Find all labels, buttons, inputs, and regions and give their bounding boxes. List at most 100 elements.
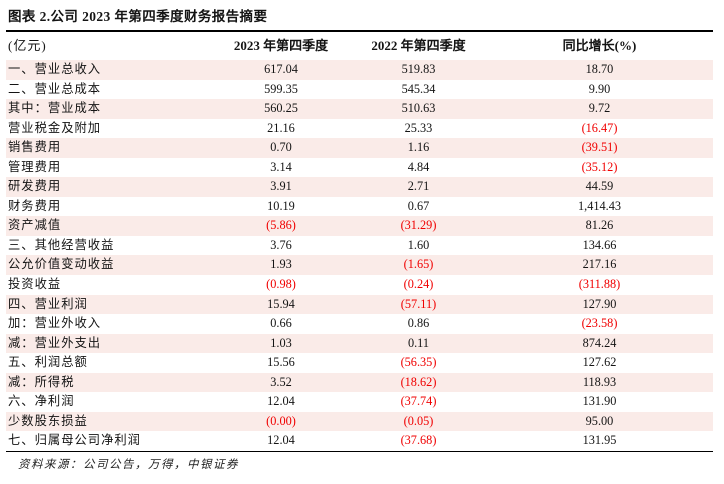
cell-value: 131.95 [582, 433, 617, 448]
row-label: 研发费用 [8, 179, 62, 194]
cell-value: 1.16 [407, 140, 430, 155]
row-label: 三、其他经营收益 [8, 237, 115, 252]
cell-value: 1.03 [270, 335, 292, 350]
cell-value: (39.51) [581, 140, 618, 155]
table-header-row: (亿元) 2023 年第四季度 2022 年第四季度 同比增长(%) [6, 32, 713, 60]
table-row: 其中：营业成本 560.25 510.63 9.72 [6, 99, 713, 119]
cell-value: 599.35 [264, 81, 298, 96]
table-row: 营业税金及附加 21.16 25.33 (16.47) [6, 119, 713, 139]
table-row: 资产减值 (5.86) (31.29) 81.26 [6, 216, 713, 236]
table-row: 公允价值变动收益 1.93 (1.65) 217.16 [6, 255, 713, 276]
cell-value: 510.63 [401, 101, 436, 116]
table-row: 一、营业总收入 617.04 519.83 18.70 [6, 60, 713, 80]
cell-value: (16.47) [581, 120, 618, 135]
row-label: 公允价值变动收益 [8, 257, 115, 272]
table-row: 财务费用 10.19 0.67 1,414.43 [6, 197, 713, 217]
cell-value: 15.94 [267, 296, 295, 311]
cell-value: 1.93 [270, 257, 292, 272]
row-label: 销售费用 [8, 140, 62, 155]
cell-value: (0.00) [266, 413, 296, 428]
cell-value: 0.86 [407, 316, 430, 331]
cell-value: (5.86) [266, 218, 296, 233]
table-row: 加：营业外收入 0.66 0.86 (23.58) [6, 314, 713, 334]
row-label: 五、利润总额 [8, 355, 88, 370]
table-row: 投资收益 (0.98) (0.24) (311.88) [6, 275, 713, 295]
cell-value: 25.33 [404, 120, 433, 135]
cell-value: 95.00 [585, 413, 614, 428]
row-label: 加：营业外收入 [8, 316, 102, 331]
table-row: 少数股东损益 (0.00) (0.05) 95.00 [6, 411, 713, 432]
cell-value: (37.68) [400, 433, 437, 448]
cell-value: 118.93 [582, 374, 617, 389]
cell-value: 127.62 [582, 355, 617, 370]
table-row: 四、营业利润 15.94 (57.11) 127.90 [6, 294, 713, 315]
cell-value: 3.91 [270, 179, 292, 194]
table-row: 管理费用 3.14 4.84 (35.12) [6, 158, 713, 178]
cell-value: 3.14 [270, 159, 292, 174]
cell-value: 15.56 [267, 355, 295, 370]
cell-value: 131.90 [582, 394, 617, 409]
header-2022-q4: 2022 年第四季度 [371, 38, 466, 53]
table-row: 研发费用 3.91 2.71 44.59 [6, 177, 713, 197]
cell-value: 3.76 [270, 237, 292, 252]
cell-value: 44.59 [585, 179, 614, 194]
table-row: 六、净利润 12.04 (37.74) 131.90 [6, 392, 713, 412]
financial-summary-table: (亿元) 2023 年第四季度 2022 年第四季度 同比增长(%) 一、营业总… [6, 30, 713, 452]
cell-value: 0.70 [270, 140, 292, 155]
row-label: 投资收益 [8, 277, 62, 292]
cell-value: (35.12) [581, 159, 618, 174]
cell-value: (311.88) [578, 277, 621, 292]
cell-value: 3.52 [270, 374, 292, 389]
cell-value: 0.11 [407, 335, 430, 350]
cell-value: 2.71 [407, 179, 430, 194]
cell-value: 4.84 [407, 159, 430, 174]
row-label: 减：所得税 [8, 374, 75, 389]
cell-value: (1.65) [403, 257, 434, 272]
row-label: 资产减值 [8, 218, 62, 233]
row-label: 一、营业总收入 [8, 62, 102, 76]
header-unit-label: (亿元) [8, 38, 47, 53]
table-row: 三、其他经营收益 3.76 1.60 134.66 [6, 236, 713, 256]
row-label: 其中：营业成本 [8, 101, 102, 116]
table-body: 一、营业总收入 617.04 519.83 18.70 二、营业总成本 599.35 545… [6, 60, 713, 451]
cell-value: 519.83 [401, 62, 436, 76]
figure-title: 图表 2.公司 2023 年第四季度财务报告摘要 [8, 9, 268, 24]
source-note: 资料来源：公司公告，万得，中银证券 [18, 458, 239, 471]
row-label: 管理费用 [8, 159, 62, 174]
cell-value: (56.35) [400, 355, 437, 370]
row-label: 营业税金及附加 [8, 120, 102, 135]
cell-value: 1.60 [407, 237, 430, 252]
cell-value: 0.66 [270, 316, 292, 331]
cell-value: 18.70 [585, 62, 614, 76]
cell-value: 134.66 [582, 237, 617, 252]
cell-value: 10.19 [267, 198, 295, 213]
row-label: 六、净利润 [8, 394, 75, 409]
row-label: 财务费用 [8, 198, 62, 213]
cell-value: 127.90 [582, 296, 617, 311]
row-label: 二、营业总成本 [8, 81, 102, 96]
cell-value: 617.04 [264, 62, 298, 76]
cell-value: (23.58) [581, 316, 618, 331]
row-label: 减：营业外支出 [8, 335, 102, 350]
cell-value: (31.29) [400, 218, 437, 233]
cell-value: (0.24) [403, 277, 434, 292]
table-row: 七、归属母公司净利润 12.04 (37.68) 131.95 [6, 431, 713, 451]
table-row: 二、营业总成本 599.35 545.34 9.90 [6, 80, 713, 100]
row-label: 七、归属母公司净利润 [8, 433, 141, 448]
cell-value: 545.34 [401, 81, 436, 96]
cell-value: 0.67 [407, 198, 430, 213]
cell-value: (18.62) [400, 374, 437, 389]
cell-value: 12.04 [267, 433, 295, 448]
table-row: 减：营业外支出 1.03 0.11 874.24 [6, 333, 713, 354]
header-2023-q4: 2023 年第四季度 [233, 38, 329, 53]
cell-value: (0.05) [403, 413, 434, 428]
cell-value: (57.11) [400, 296, 437, 311]
cell-value: 12.04 [267, 394, 295, 409]
cell-value: 1,414.43 [577, 198, 622, 213]
row-label: 四、营业利润 [8, 296, 88, 311]
cell-value: 9.90 [588, 81, 611, 96]
row-label: 少数股东损益 [8, 413, 88, 428]
cell-value: 21.16 [267, 120, 295, 135]
cell-value: 560.25 [264, 101, 298, 116]
